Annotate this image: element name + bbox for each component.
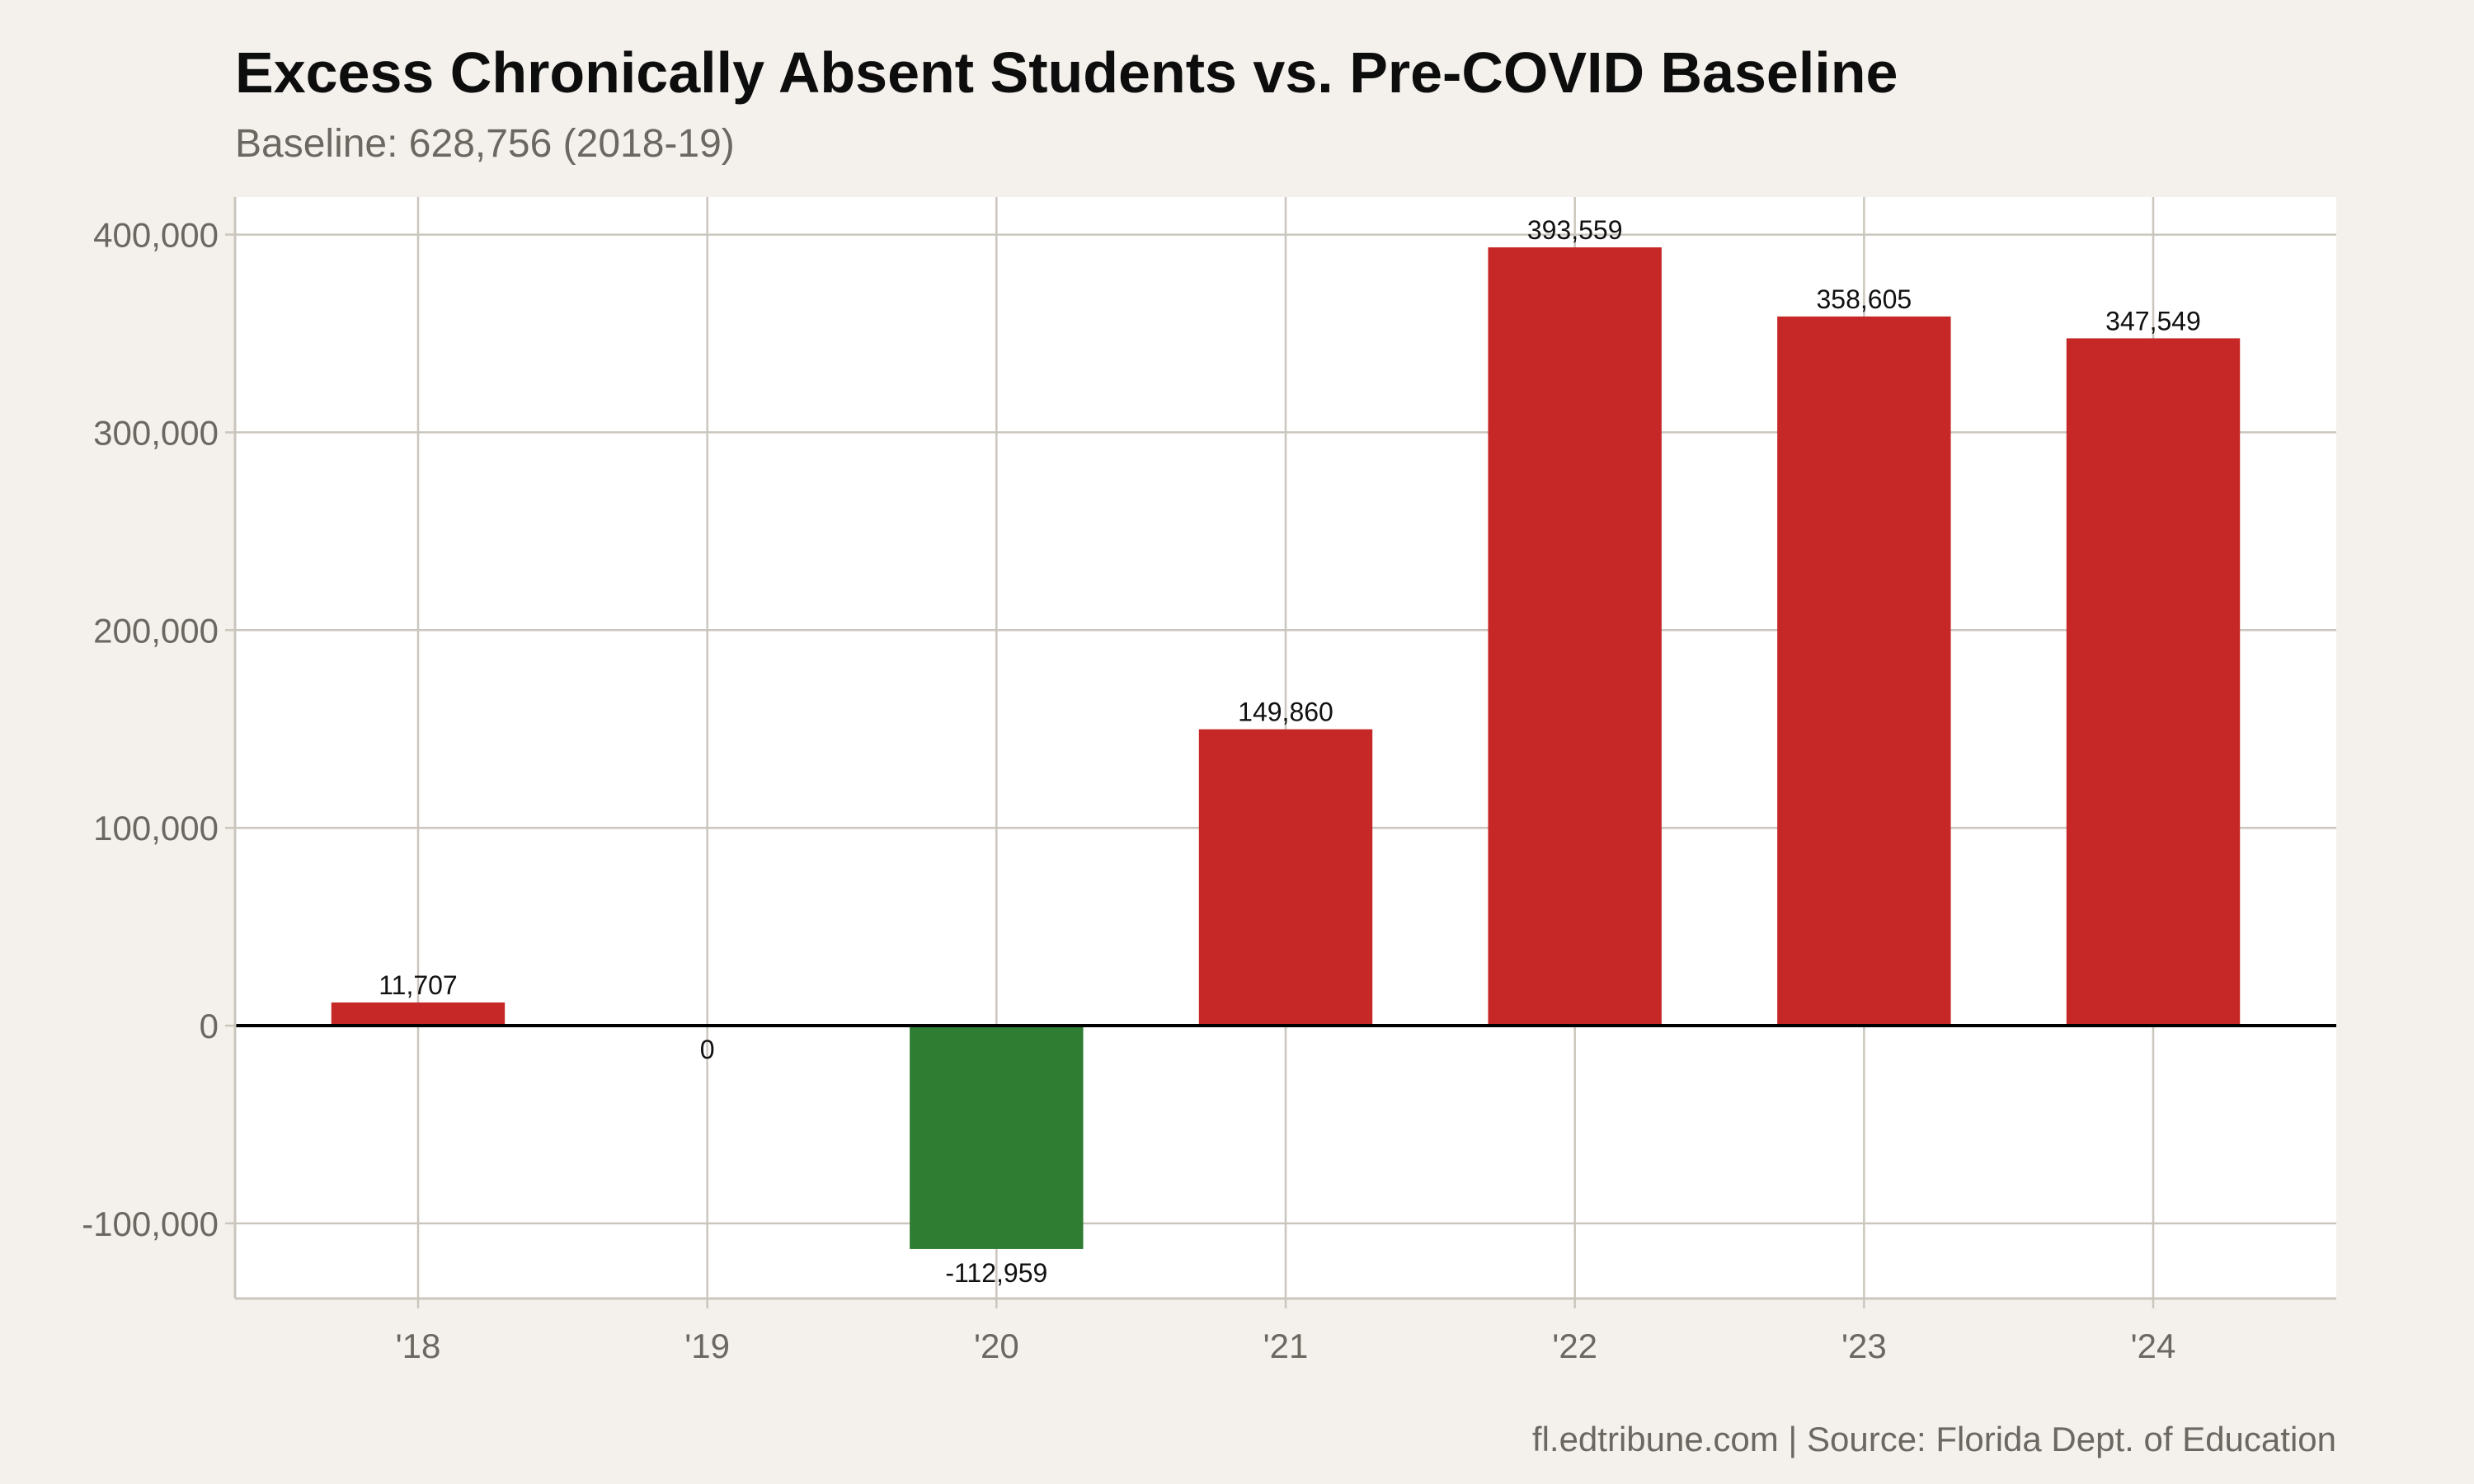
x-tick-label: '19	[684, 1327, 730, 1365]
y-tick-label: 100,000	[93, 809, 219, 848]
x-tick-label: '20	[974, 1327, 1019, 1365]
chart-caption: fl.edtribune.com | Source: Florida Dept.…	[1532, 1420, 2336, 1458]
chart-subtitle: Baseline: 628,756 (2018-19)	[235, 122, 735, 166]
y-tick-label: 200,000	[93, 611, 219, 650]
data-label: 149,860	[1238, 697, 1333, 727]
data-label: 0	[700, 1035, 715, 1064]
bar-21	[1198, 729, 1373, 1026]
y-tick-label: 400,000	[93, 216, 219, 255]
x-tick-label: '23	[1841, 1327, 1887, 1365]
bars	[235, 247, 2336, 1249]
data-label: 393,559	[1527, 215, 1623, 245]
y-tick-label: 0	[200, 1007, 219, 1045]
data-label: 11,707	[379, 970, 458, 1000]
chart-title: Excess Chronically Absent Students vs. P…	[235, 40, 1898, 105]
bar-18	[331, 1002, 506, 1026]
bar-22	[1488, 247, 1662, 1026]
x-tick-label: '24	[2131, 1327, 2176, 1365]
bar-24	[2066, 338, 2241, 1026]
data-label: -112,959	[945, 1258, 1047, 1288]
data-labels: 11,707 0 -112,959 149,860 393,559 358,605 347,…	[379, 215, 2201, 1288]
bar-23	[1777, 316, 1951, 1026]
bar-20	[910, 1025, 1084, 1249]
y-tick-label: -100,000	[82, 1205, 219, 1243]
axes: -100,000 0 100,000 200,000 300,000 400,000 '18…	[82, 197, 2336, 1365]
x-tick-label: '22	[1552, 1327, 1597, 1365]
y-tick-label: 300,000	[93, 413, 219, 452]
data-label: 347,549	[2105, 306, 2201, 336]
x-tick-label: '21	[1263, 1327, 1309, 1365]
data-label: 358,605	[1817, 284, 1912, 314]
x-tick-label: '18	[396, 1327, 441, 1365]
